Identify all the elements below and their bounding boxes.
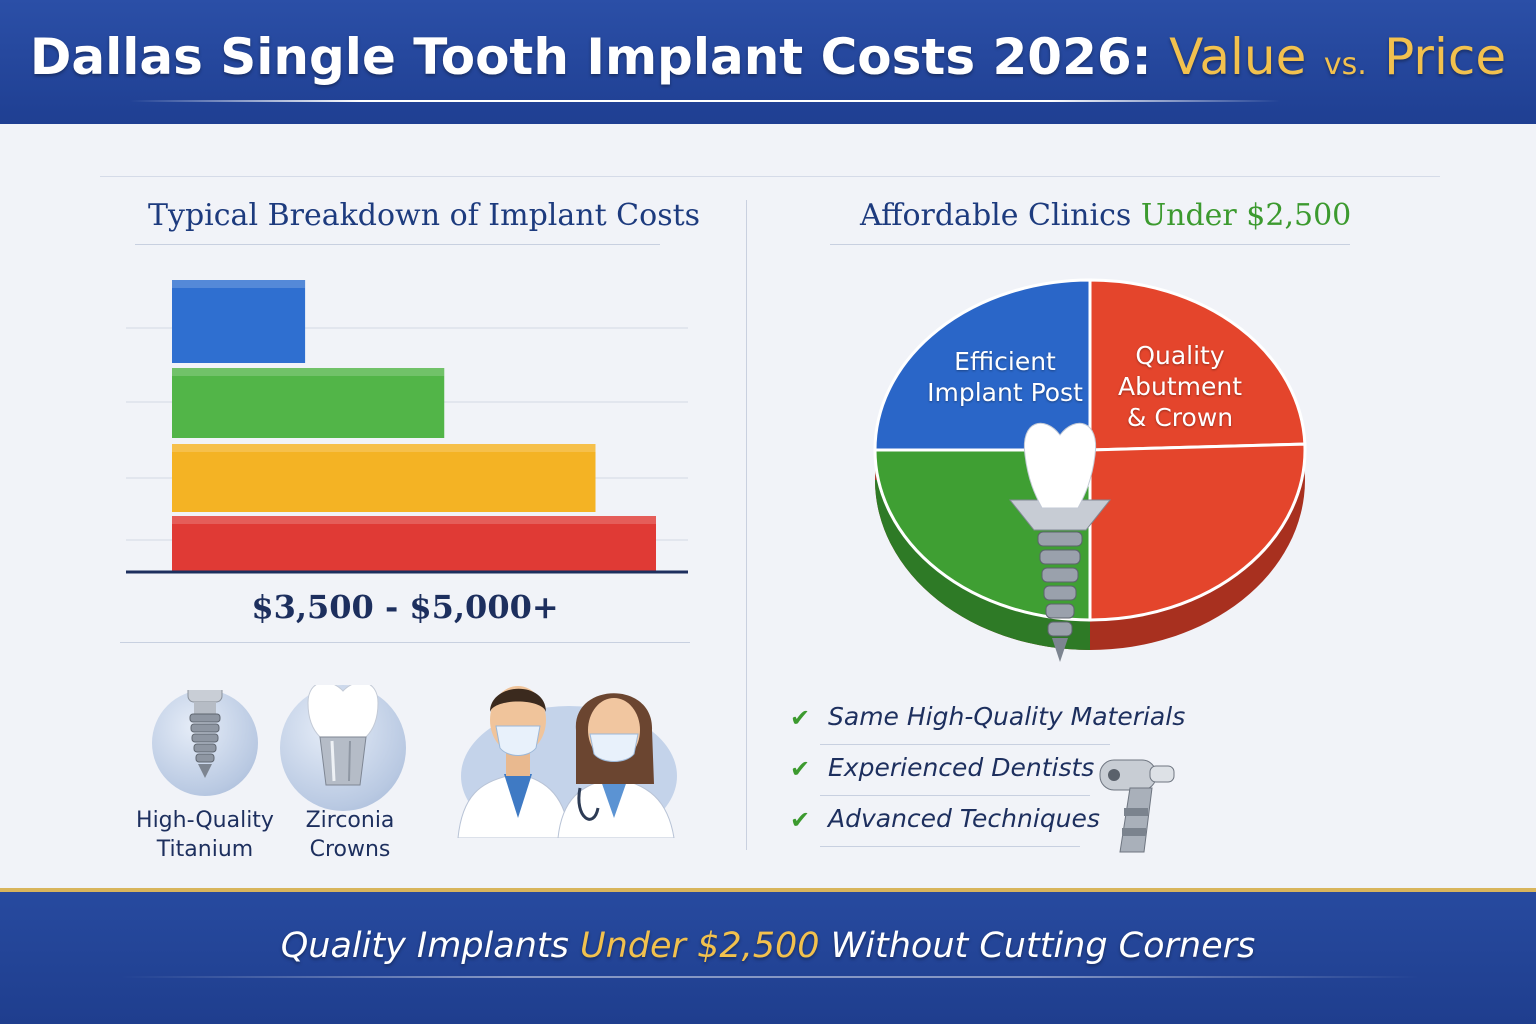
pie-label-red-line1: Quality — [1135, 341, 1225, 370]
dental-handpiece-icon — [1099, 759, 1175, 853]
header-underline — [130, 100, 1280, 102]
footer-text-highlight: Under $2,500 — [580, 926, 820, 966]
bar-group — [172, 280, 656, 572]
pie-label-implant-post: Efficient Implant Post — [905, 346, 1105, 408]
right-title-prefix: Affordable Clinics — [860, 198, 1132, 233]
titanium-label-line2: Titanium — [156, 837, 254, 862]
title-main: Dallas Single Tooth Implant Costs 2026: — [29, 28, 1152, 86]
right-title-rule — [830, 244, 1350, 245]
title-price: Price — [1384, 28, 1507, 86]
pie-label-abutment-crown: Quality Abutment & Crown — [1095, 340, 1265, 433]
column-divider — [746, 200, 747, 850]
right-title-highlight: Under $2,500 — [1140, 198, 1352, 233]
range-rule — [120, 642, 690, 643]
title-vs: vs. — [1323, 47, 1367, 82]
page-title: Dallas Single Tooth Implant Costs 2026: … — [0, 28, 1536, 86]
checklist-text: Experienced Dentists — [828, 753, 1095, 782]
dentists-icon — [457, 686, 677, 838]
left-section-title: Typical Breakdown of Implant Costs — [148, 198, 701, 233]
zirconia-label-line2: Crowns — [309, 837, 391, 862]
title-value: Value — [1169, 28, 1307, 86]
cost-bar-highlight — [172, 280, 306, 288]
zirconia-crown-icon — [280, 681, 406, 811]
cost-bar — [172, 368, 445, 438]
footer-underline — [120, 976, 1420, 978]
pie-label-blue-line1: Efficient — [954, 347, 1056, 376]
check-icon: ✔ — [790, 755, 811, 783]
pie-slice — [1088, 442, 1307, 622]
cost-range-label: $3,500 - $5,000+ — [251, 588, 559, 626]
content-panel — [100, 176, 1440, 867]
pie-slice — [1088, 278, 1307, 452]
cost-bar-highlight — [172, 516, 656, 524]
cost-bar — [172, 516, 656, 572]
footer-gold-rule — [0, 888, 1536, 892]
pie-label-red-line3: & Crown — [1126, 403, 1234, 432]
zirconia-label: Zirconia Crowns — [270, 806, 430, 864]
pie-slice — [873, 278, 1092, 452]
cost-bar-highlight — [172, 368, 445, 376]
zirconia-label-line1: Zirconia — [305, 808, 395, 833]
cost-bar-highlight — [172, 444, 596, 452]
cost-bar — [172, 444, 596, 512]
check-icon: ✔ — [790, 806, 811, 834]
pie-label-red-line2: Abutment — [1118, 372, 1242, 401]
checklist-text: Same High-Quality Materials — [828, 702, 1186, 731]
footer-text-suffix: Without Cutting Corners — [830, 926, 1256, 966]
checklist-rule — [820, 846, 1080, 847]
titanium-label-line1: High-Quality — [136, 808, 274, 833]
checklist-text: Advanced Techniques — [828, 804, 1100, 833]
titanium-implant-icon — [152, 681, 258, 796]
pie-chart — [873, 278, 1307, 662]
left-title-rule — [135, 244, 660, 245]
check-icon: ✔ — [790, 704, 811, 732]
cost-bar — [172, 280, 306, 363]
implant-tooth-icon — [1008, 422, 1112, 662]
titanium-label: High-Quality Titanium — [120, 806, 290, 864]
cost-bar-chart — [126, 280, 688, 574]
pie-label-blue-line2: Implant Post — [927, 378, 1083, 407]
checklist-rule — [820, 744, 1110, 745]
footer-banner: Quality Implants Under $2,500 Without Cu… — [0, 892, 1536, 1024]
footer-tagline: Quality Implants Under $2,500 Without Cu… — [0, 926, 1536, 966]
header-banner: Dallas Single Tooth Implant Costs 2026: … — [0, 0, 1536, 124]
right-section-title: Affordable Clinics Under $2,500 — [860, 198, 1351, 233]
checklist-rule — [820, 795, 1090, 796]
footer-text-prefix: Quality Implants — [280, 926, 569, 966]
